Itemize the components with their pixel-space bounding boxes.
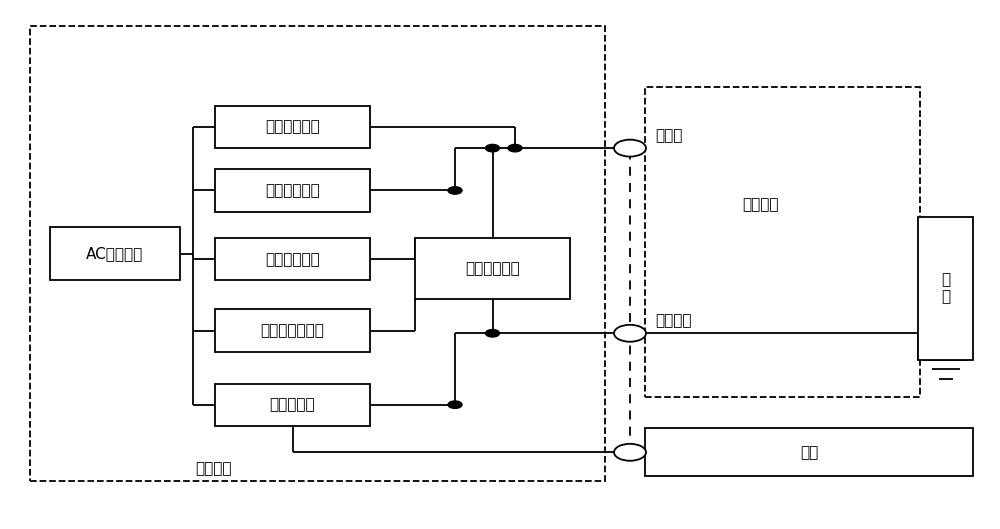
Text: 送丝装置: 送丝装置 <box>742 197 779 212</box>
Text: 焊接电缆: 焊接电缆 <box>655 313 692 328</box>
Text: 整流变换单元: 整流变换单元 <box>265 183 320 198</box>
FancyBboxPatch shape <box>645 428 973 476</box>
Text: AC输入单元: AC输入单元 <box>86 247 144 261</box>
Text: 焊接电源: 焊接电源 <box>196 461 232 476</box>
Text: 短路检测单元: 短路检测单元 <box>465 261 520 276</box>
FancyBboxPatch shape <box>215 384 370 426</box>
FancyBboxPatch shape <box>50 227 180 280</box>
Circle shape <box>486 330 500 337</box>
FancyBboxPatch shape <box>215 238 370 280</box>
FancyBboxPatch shape <box>415 238 570 299</box>
FancyBboxPatch shape <box>215 169 370 212</box>
Circle shape <box>486 144 500 152</box>
Circle shape <box>448 401 462 408</box>
Circle shape <box>508 144 522 152</box>
FancyBboxPatch shape <box>215 309 370 352</box>
Text: 主回路单元: 主回路单元 <box>270 397 315 412</box>
Text: 主回路触发单元: 主回路触发单元 <box>261 323 324 338</box>
Text: 检测电源单元: 检测电源单元 <box>265 120 320 134</box>
Text: 整流触发单元: 整流触发单元 <box>265 252 320 267</box>
Circle shape <box>614 325 646 342</box>
Circle shape <box>614 444 646 461</box>
Circle shape <box>614 140 646 157</box>
Text: 母材: 母材 <box>800 445 818 460</box>
Text: 载波线: 载波线 <box>655 128 682 143</box>
Text: 焊
枪: 焊 枪 <box>941 272 950 305</box>
Circle shape <box>448 187 462 194</box>
FancyBboxPatch shape <box>215 106 370 148</box>
FancyBboxPatch shape <box>918 217 973 360</box>
